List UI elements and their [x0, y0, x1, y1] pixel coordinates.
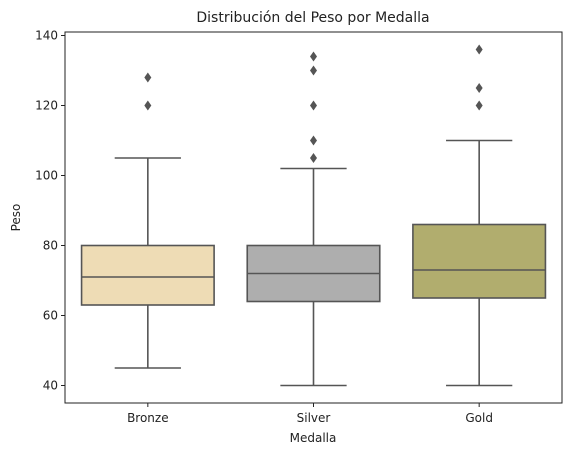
chart-title: Distribución del Peso por Medalla	[196, 10, 429, 26]
y-tick-label: 40	[43, 379, 58, 393]
outlier-point-gold	[475, 83, 483, 93]
y-tick-label: 80	[43, 239, 58, 253]
outlier-point-gold	[475, 100, 483, 111]
box-gold	[412, 223, 547, 299]
x-axis-label: Medalla	[290, 431, 337, 445]
plot-area: 40 60 80 100 120 140 Bronze Silver Gold	[35, 29, 563, 425]
y-tick-label: 120	[35, 99, 58, 113]
box-bronze	[80, 244, 215, 306]
outlier-point-silver	[310, 51, 317, 62]
outlier-point-bronze	[144, 100, 152, 111]
outlier-point-gold	[475, 44, 483, 55]
x-tick-label-silver: Silver	[297, 411, 331, 425]
outlier-point-silver	[310, 100, 317, 111]
outlier-point-silver	[310, 153, 317, 163]
y-tick-label: 60	[43, 309, 58, 323]
y-axis-label: Peso	[9, 204, 23, 232]
x-tick-label-gold: Gold	[465, 411, 493, 425]
y-tick-label: 140	[35, 29, 58, 43]
plot-frame	[64, 31, 563, 404]
outlier-point-bronze	[144, 72, 152, 83]
y-tick-label: 100	[35, 169, 58, 183]
x-tick-label-bronze: Bronze	[127, 411, 169, 425]
outlier-point-silver	[310, 65, 317, 76]
outlier-point-silver	[310, 135, 317, 146]
